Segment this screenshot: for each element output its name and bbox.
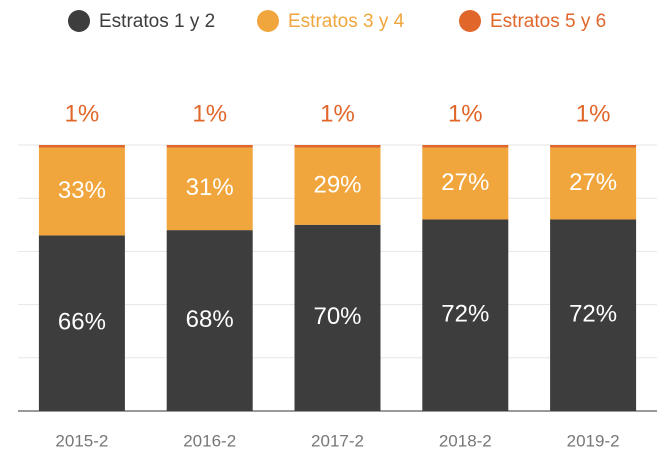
value-label: 1% [65, 100, 100, 127]
bar-segment [166, 230, 253, 411]
value-label: 33% [58, 177, 106, 204]
bar-segment [166, 145, 253, 148]
bar-segment [38, 147, 125, 236]
bar-segment [38, 235, 125, 411]
x-tick-label: 2018-2 [439, 431, 492, 450]
value-label: 72% [441, 301, 489, 328]
bar-segment [550, 147, 637, 220]
x-tick-label: 2017-2 [311, 431, 364, 450]
bar-segment [422, 219, 509, 411]
value-label: 1% [320, 100, 355, 127]
value-label: 70% [313, 303, 361, 330]
x-tick-label: 2015-2 [55, 431, 108, 450]
legend-label: Estratos 1 y 2 [99, 11, 215, 32]
value-label: 27% [441, 169, 489, 196]
value-label: 1% [576, 100, 611, 127]
value-label: 1% [192, 100, 227, 127]
bar-segment [166, 147, 253, 231]
bar-segment [550, 145, 637, 148]
bar-segment [422, 145, 509, 148]
legend-label: Estratos 3 y 4 [288, 11, 405, 32]
legend-swatch [459, 10, 481, 32]
bar-segment [294, 224, 381, 411]
value-label: 68% [186, 306, 234, 333]
bar-segment [294, 145, 381, 148]
legend-swatch [257, 10, 279, 32]
legend-label: Estratos 5 y 6 [490, 11, 606, 32]
value-label: 72% [569, 301, 617, 328]
bar-segment [550, 219, 637, 411]
value-label: 31% [186, 174, 234, 201]
legend-swatch [68, 10, 90, 32]
value-label: 29% [313, 172, 361, 199]
bar-segment [422, 147, 509, 220]
value-label: 1% [448, 100, 483, 127]
x-tick-label: 2016-2 [183, 431, 236, 450]
value-label: 66% [58, 309, 106, 336]
bar-segment [294, 147, 381, 225]
value-label: 27% [569, 169, 617, 196]
bar-segment [38, 145, 125, 148]
x-tick-label: 2019-2 [567, 431, 620, 450]
